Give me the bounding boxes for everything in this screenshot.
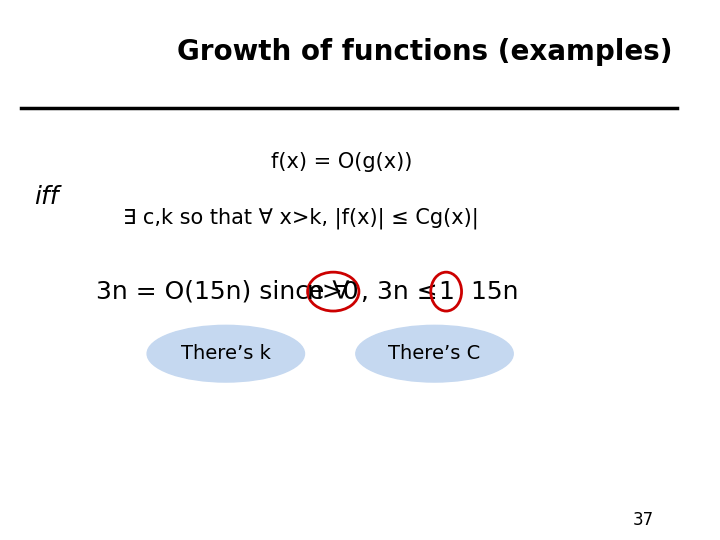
Ellipse shape bbox=[356, 325, 513, 382]
Text: 37: 37 bbox=[632, 511, 654, 529]
Text: There’s k: There’s k bbox=[181, 344, 271, 363]
Text: iff: iff bbox=[35, 185, 59, 209]
Text: ∃ c,k so that ∀ x>k, |f(x)| ≤ Cg(x)|: ∃ c,k so that ∀ x>k, |f(x)| ≤ Cg(x)| bbox=[123, 208, 479, 230]
Text: n>0: n>0 bbox=[307, 280, 359, 303]
Text: , 3n ≤: , 3n ≤ bbox=[361, 280, 446, 303]
Text: 1: 1 bbox=[438, 280, 454, 303]
Ellipse shape bbox=[147, 325, 305, 382]
Text: f(x) = O(g(x)): f(x) = O(g(x)) bbox=[271, 152, 413, 172]
Text: 15n: 15n bbox=[463, 280, 519, 303]
Text: There’s C: There’s C bbox=[388, 344, 481, 363]
Text: 3n = O(15n) since ∀: 3n = O(15n) since ∀ bbox=[96, 280, 357, 303]
Text: Growth of functions (examples): Growth of functions (examples) bbox=[176, 38, 672, 66]
